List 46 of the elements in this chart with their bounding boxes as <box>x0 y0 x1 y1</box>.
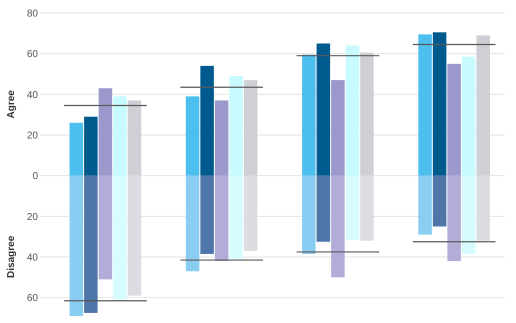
bar <box>113 96 127 176</box>
text: Disagree <box>6 235 17 278</box>
y-tick-label: 80 <box>26 8 38 20</box>
bar <box>84 176 98 313</box>
bar <box>432 32 446 176</box>
bar <box>302 54 316 176</box>
bar <box>229 176 243 260</box>
y-tick-label: 0 <box>32 171 38 182</box>
bar <box>70 176 84 316</box>
bar <box>462 176 476 254</box>
y-tick-label: 40 <box>26 90 38 101</box>
bar <box>447 64 461 176</box>
bar <box>200 176 214 254</box>
bar <box>447 176 461 262</box>
y-tick-label: 20 <box>26 212 38 223</box>
y-tick-label: 40 <box>26 252 38 264</box>
bar <box>98 88 112 176</box>
bar <box>346 176 360 240</box>
y-tick-label: 60 <box>26 49 38 60</box>
bar <box>84 116 98 176</box>
bar <box>70 122 84 176</box>
y-tick-label: 20 <box>26 130 38 142</box>
bar <box>418 34 432 176</box>
y-tick-label: 60 <box>26 293 38 304</box>
bar <box>316 44 330 176</box>
bar <box>462 56 476 176</box>
bar <box>360 52 374 176</box>
bar <box>316 176 330 242</box>
bar <box>229 76 243 176</box>
bar <box>200 66 214 176</box>
bar <box>331 80 345 176</box>
y-axis-title: Agree <box>6 90 17 119</box>
bar <box>113 176 127 300</box>
bar <box>331 176 345 278</box>
bar <box>432 176 446 226</box>
bar <box>244 80 258 176</box>
bar <box>418 176 432 235</box>
bar <box>214 176 228 262</box>
bar <box>98 176 112 280</box>
bar <box>302 176 316 254</box>
bar <box>128 100 142 176</box>
bar <box>214 100 228 176</box>
bar <box>186 176 200 272</box>
bar <box>476 35 490 176</box>
bar <box>186 96 200 176</box>
bar <box>346 46 360 176</box>
